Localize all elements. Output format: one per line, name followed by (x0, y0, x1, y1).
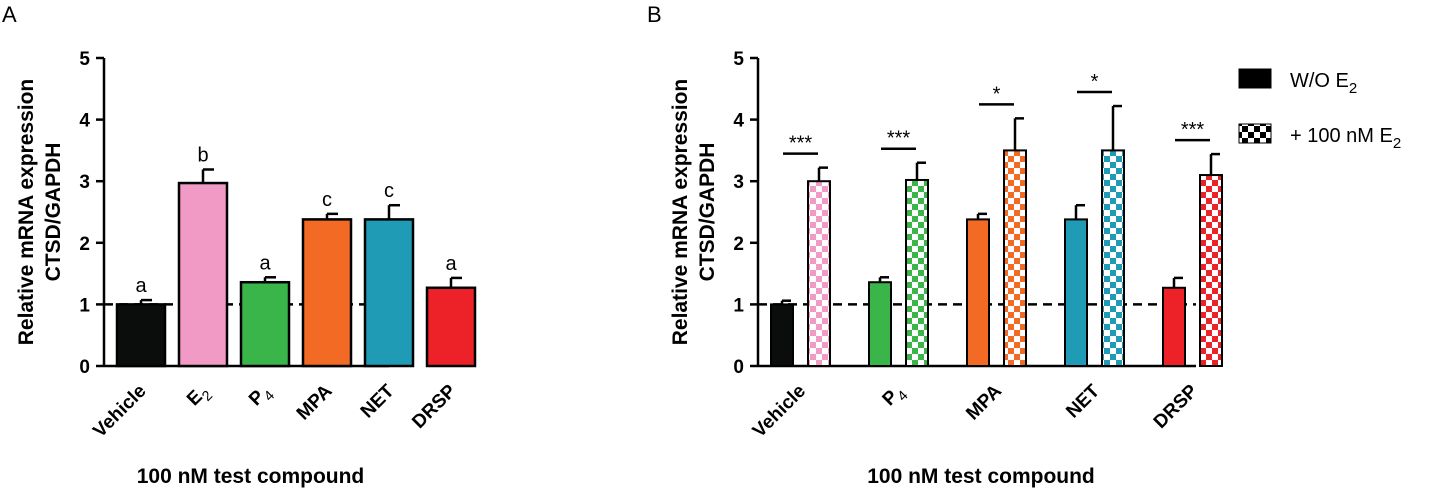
panel-b-category-label: NET (1062, 380, 1104, 422)
panel-b-category-label: P4 (879, 381, 912, 414)
panel-b-bar-without-e2 (770, 303, 794, 367)
panel-a-y-axis-title: Relative mRNA expression (15, 79, 38, 346)
panel-b-bar-without-e2 (1064, 218, 1088, 367)
legend-swatch (1238, 123, 1272, 144)
legend-swatch (1238, 68, 1272, 89)
panel-b-y-tick-label: 0 (733, 357, 744, 378)
panel-b-y-tick-label: 2 (733, 234, 744, 255)
panel-a-significance-letter: c (384, 180, 394, 202)
panel-a-y-tick-label: 3 (79, 172, 90, 193)
panel-a-bar (115, 303, 167, 368)
panel-a-category-label: MPA (293, 380, 337, 424)
panel-a-y-tick-label: 5 (79, 49, 90, 70)
panel-a-category-label: NET (357, 380, 399, 422)
panel-a-chart: 0 1 2 3 4 5 Relative mRNA expression CTSD/GAPDH… (15, 49, 477, 488)
panel-a-bar (301, 218, 353, 368)
panel-b-bar-with-e2 (1101, 149, 1125, 367)
panel-b-category-label: DRSP (1150, 380, 1202, 432)
panel-b-category-label: Vehicle (749, 381, 810, 442)
panel-a-category-label: Vehicle (89, 381, 150, 442)
panel-a-category-label: E2 (183, 381, 216, 414)
panel-b-y-tick-label: 1 (733, 295, 744, 316)
panel-a-bar (363, 218, 415, 368)
panel-a-significance-letter: a (259, 252, 271, 274)
panel-b-category-label: MPA (962, 380, 1006, 424)
panel-a-significance-letter: b (197, 144, 208, 166)
panel-a-y-axis-title: CTSD/GAPDH (42, 143, 65, 282)
panel-b-significance-stars: *** (887, 128, 911, 150)
panel-b-x-axis-title: 100 nM test compound (867, 465, 1095, 488)
panel-a-y-tick-label: 4 (79, 111, 90, 132)
panel-a-significance-letter: a (445, 253, 457, 275)
panel-b-letter: B (647, 2, 662, 27)
panel-a-significance-letter: a (135, 275, 147, 297)
panel-b-bar-without-e2 (868, 281, 892, 367)
panel-b-bar-without-e2 (1162, 286, 1186, 368)
legend-label: W/O E2 (1290, 70, 1357, 97)
panel-b-legend: W/O E2 + 100 nM E2 (1238, 68, 1401, 152)
panel-b-y-tick-label: 3 (733, 172, 744, 193)
panel-b-significance-stars: * (993, 83, 1001, 105)
panel-a-significance-letter: c (322, 189, 332, 211)
panel-a-letter: A (2, 2, 17, 27)
panel-a-bar (239, 280, 291, 368)
panel-b-bar-with-e2 (807, 180, 831, 367)
panel-b-y-tick-label: 4 (733, 111, 744, 132)
panel-b-bar-with-e2 (1003, 149, 1027, 367)
panel-a-y-tick-label: 2 (79, 234, 90, 255)
panel-b-significance-stars: *** (789, 133, 813, 155)
panel-a-bar (177, 181, 229, 368)
panel-b-bar-with-e2 (1199, 174, 1223, 367)
panel-b-significance-stars: *** (1181, 119, 1205, 141)
panel-b-y-axis-title: Relative mRNA expression (669, 79, 692, 346)
panel-a-y-tick-label: 1 (79, 295, 90, 316)
panel-a-category-label: DRSP (408, 380, 460, 432)
panel-b-significance-stars: * (1091, 71, 1099, 93)
panel-b-bar-with-e2 (905, 178, 929, 367)
panel-a-y-tick-label: 0 (79, 357, 90, 378)
panel-b-bar-without-e2 (966, 218, 990, 367)
panel-a-bar (425, 286, 477, 368)
panel-b-chart: 0 1 2 3 4 5 Relative mRNA expression CTSD/GAPDH… (669, 49, 1223, 488)
legend-label: + 100 nM E2 (1290, 125, 1401, 152)
panel-a-category-label: P4 (245, 381, 278, 414)
panel-b-y-axis-title: CTSD/GAPDH (696, 143, 719, 282)
panel-b-y-tick-label: 5 (733, 49, 744, 70)
panel-a-x-axis-title: 100 nM test compound (137, 465, 365, 488)
